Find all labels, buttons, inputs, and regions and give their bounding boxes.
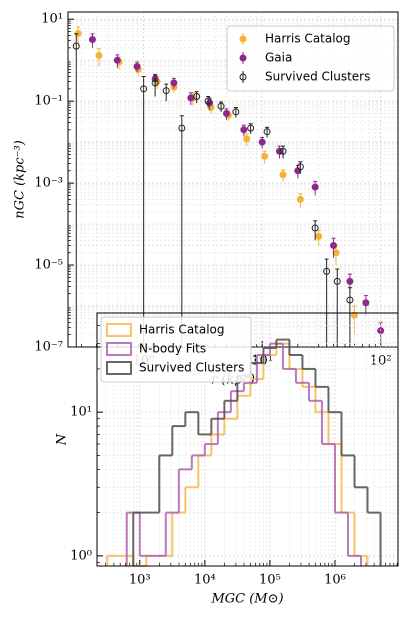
data-point: [222, 109, 230, 117]
data-point: [232, 108, 240, 116]
x-tick-label: 10⁵: [259, 573, 281, 588]
data-point: [247, 124, 255, 132]
y-tick-label: 10⁰: [70, 548, 92, 563]
data-point: [346, 296, 354, 304]
data-point: [275, 147, 283, 155]
data-point: [330, 242, 338, 250]
y-axis-label: nGC (kpc⁻³): [13, 140, 28, 219]
x-axis-label: MGC (M⊙): [210, 592, 283, 607]
y-axis-label: N: [55, 433, 70, 446]
y-tick-label: 10⁻³: [34, 176, 63, 191]
y-tick-label: 10⁻⁷: [34, 340, 63, 355]
data-point: [88, 35, 96, 43]
data-point: [311, 183, 319, 191]
x-tick-label: 10³: [129, 573, 151, 588]
data-point: [311, 224, 319, 232]
legend-patch: [106, 342, 132, 356]
data-point: [296, 195, 304, 203]
y-tick-label: 10⁻¹: [34, 94, 63, 109]
legend-label: Survived Clusters: [265, 70, 370, 84]
legend-box: [100, 316, 252, 383]
data-point: [193, 92, 201, 100]
x-tick-label: 10⁴: [194, 573, 216, 588]
legend-patch: [106, 323, 132, 337]
data-point: [178, 124, 186, 132]
data-point: [133, 63, 141, 71]
legend-label: Harris Catalog: [139, 323, 225, 337]
legend-marker: [239, 54, 247, 62]
data-point: [187, 94, 195, 102]
data-point: [258, 138, 266, 146]
y-tick-label: 10¹: [70, 405, 92, 420]
legend-patch: [106, 361, 132, 375]
plot-frame: [96, 312, 399, 567]
legend-box: [226, 25, 395, 92]
data-point: [140, 85, 148, 93]
data-point: [72, 42, 80, 50]
x-tick-label: 10⁶: [324, 573, 346, 588]
data-point: [113, 56, 121, 64]
data-point: [261, 152, 269, 160]
data-point: [296, 163, 304, 171]
legend-label: N-body Fits: [139, 342, 206, 356]
y-tick-label: 10¹: [41, 12, 63, 27]
data-point: [151, 79, 159, 87]
legend-label: Survived Clusters: [139, 361, 244, 375]
legend-marker: [239, 35, 247, 43]
data-point: [217, 102, 225, 110]
data-point: [206, 99, 214, 107]
data-point: [263, 128, 271, 136]
legend-label: Harris Catalog: [265, 32, 351, 46]
data-point: [279, 147, 287, 155]
data-point: [279, 171, 287, 179]
data-point: [162, 87, 170, 95]
data-point: [240, 126, 248, 134]
data-point: [204, 97, 212, 105]
data-point: [243, 135, 251, 143]
legend-label: Gaia: [265, 51, 292, 65]
data-point: [333, 277, 341, 285]
data-point: [170, 79, 178, 87]
y-tick-label: 10⁻⁵: [34, 258, 63, 273]
legend-marker: [239, 73, 247, 81]
data-point: [362, 299, 370, 307]
data-point: [346, 277, 354, 285]
data-point: [315, 232, 323, 240]
data-point: [323, 267, 331, 275]
data-point: [95, 52, 103, 60]
